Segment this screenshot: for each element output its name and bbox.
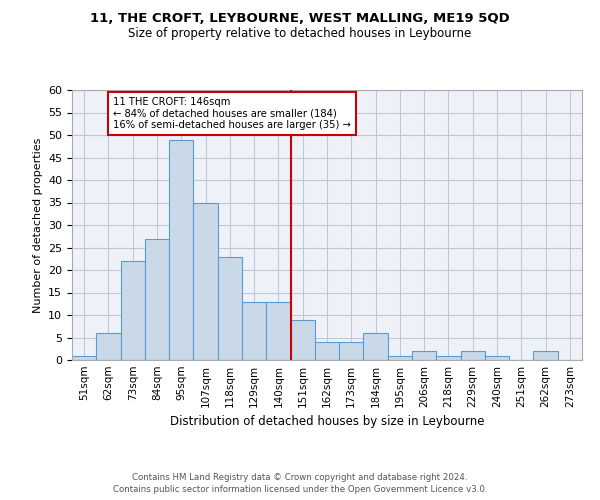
Bar [290, 320, 315, 360]
Text: Contains public sector information licensed under the Open Government Licence v3: Contains public sector information licen… [113, 485, 487, 494]
Bar [266, 302, 290, 360]
Bar [145, 238, 169, 360]
Bar [388, 356, 412, 360]
Y-axis label: Number of detached properties: Number of detached properties [32, 138, 43, 312]
Bar [364, 333, 388, 360]
Text: Size of property relative to detached houses in Leybourne: Size of property relative to detached ho… [128, 28, 472, 40]
Bar [412, 351, 436, 360]
Bar [485, 356, 509, 360]
Bar [315, 342, 339, 360]
Bar [193, 202, 218, 360]
Bar [169, 140, 193, 360]
Text: 11, THE CROFT, LEYBOURNE, WEST MALLING, ME19 5QD: 11, THE CROFT, LEYBOURNE, WEST MALLING, … [90, 12, 510, 26]
Bar [339, 342, 364, 360]
Text: Contains HM Land Registry data © Crown copyright and database right 2024.: Contains HM Land Registry data © Crown c… [132, 472, 468, 482]
Bar [121, 261, 145, 360]
Bar [461, 351, 485, 360]
Bar [72, 356, 96, 360]
Text: 11 THE CROFT: 146sqm
← 84% of detached houses are smaller (184)
16% of semi-deta: 11 THE CROFT: 146sqm ← 84% of detached h… [113, 97, 351, 130]
X-axis label: Distribution of detached houses by size in Leybourne: Distribution of detached houses by size … [170, 416, 484, 428]
Bar [533, 351, 558, 360]
Bar [218, 256, 242, 360]
Bar [242, 302, 266, 360]
Bar [96, 333, 121, 360]
Bar [436, 356, 461, 360]
